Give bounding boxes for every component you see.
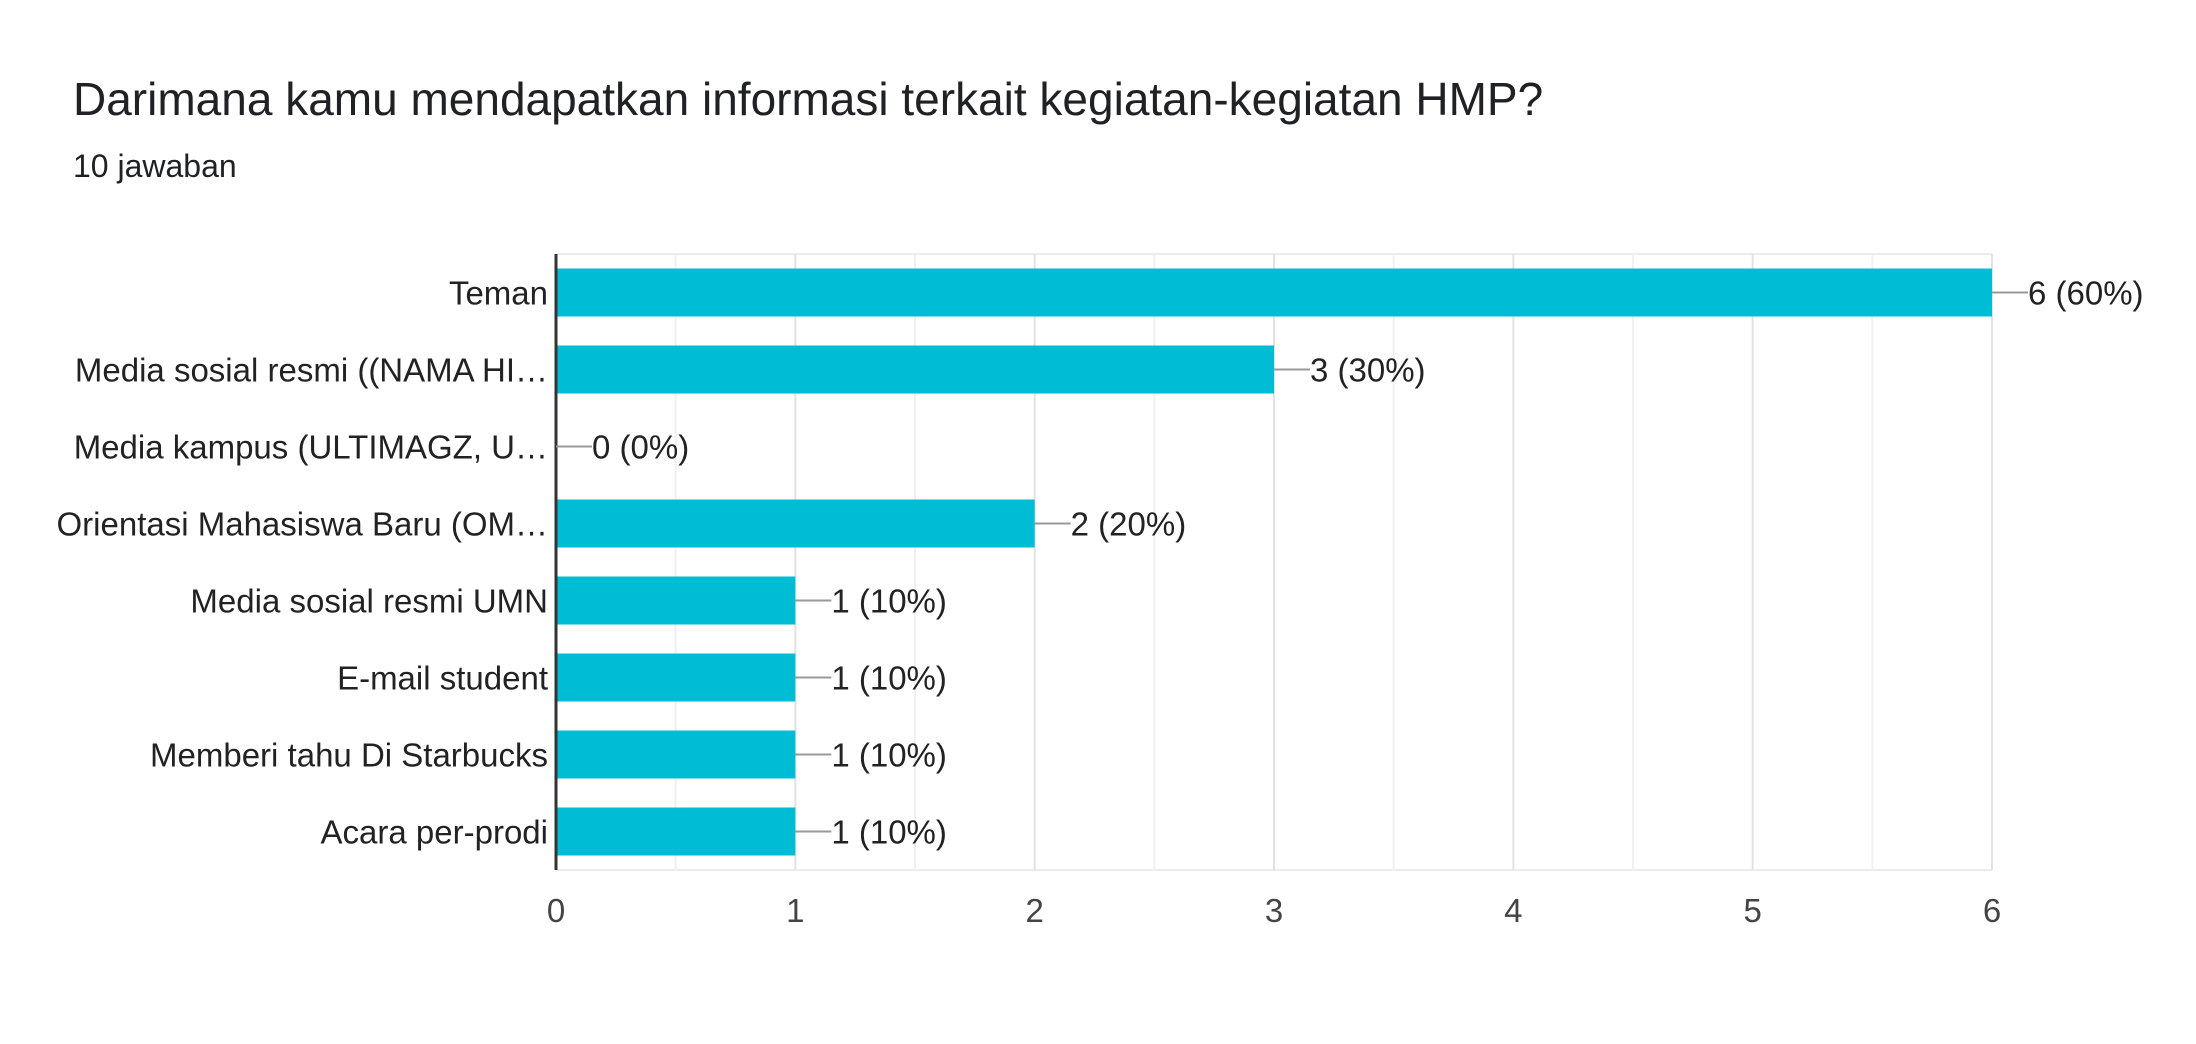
bar [556,807,796,856]
x-tick-label: 5 [1743,892,1761,929]
bar [556,730,796,779]
bar [556,268,1992,317]
x-tick-label: 0 [547,892,565,929]
value-label: 0 (0%) [592,429,689,466]
chart-title: Darimana kamu mendapatkan informasi terk… [73,73,1544,125]
x-tick-label: 2 [1025,892,1043,929]
x-tick-label: 1 [786,892,804,929]
value-label: 1 (10%) [831,583,947,620]
category-label: Acara per-prodi [321,814,548,851]
category-label: Media sosial resmi UMN [190,583,548,620]
category-label: E-mail student [337,660,548,697]
category-label: Orientasi Mahasiswa Baru (OM… [57,506,548,543]
response-count: 10 jawaban [73,148,237,184]
x-tick-label: 3 [1265,892,1283,929]
value-label: 1 (10%) [831,660,947,697]
value-label: 6 (60%) [2028,275,2144,312]
value-label: 3 (30%) [1310,352,1426,389]
axes: 0 1 2 3 4 5 6 [547,254,2001,929]
category-label: Memberi tahu Di Starbucks [150,737,548,774]
category-label: Media sosial resmi ((NAMA HI… [75,352,548,389]
bar [556,499,1035,548]
value-label: 2 (20%) [1071,506,1187,543]
bar [556,653,796,702]
value-label: 1 (10%) [831,814,947,851]
bar [556,345,1274,394]
category-label: Teman [449,275,548,312]
bars [556,268,1992,856]
labels: 6 (60%) Teman 3 (30%) Media sosial resmi ((… [57,275,2144,851]
category-label: Media kampus (ULTIMAGZ, U… [74,429,548,466]
bar [556,576,796,625]
x-tick-label: 6 [1983,892,2001,929]
value-label: 1 (10%) [831,737,947,774]
x-tick-label: 4 [1504,892,1522,929]
